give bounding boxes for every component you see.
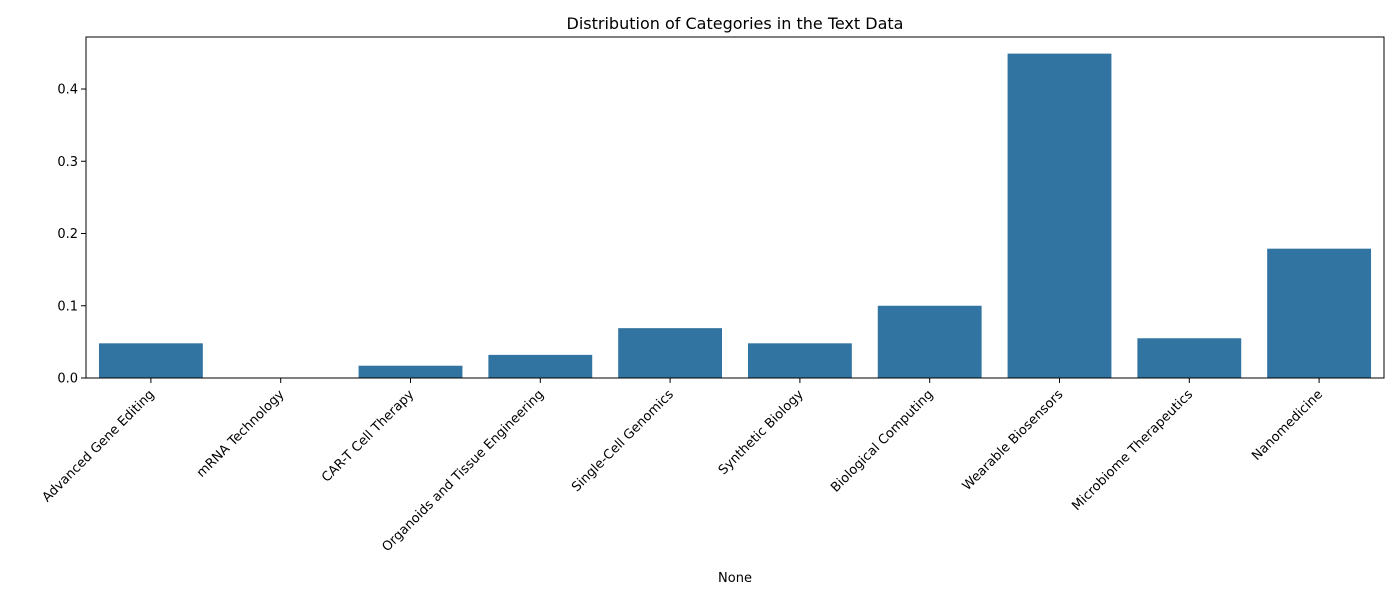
bar-microbiome-therapeutics — [1137, 338, 1242, 378]
y-tick-label: 0.2 — [57, 227, 78, 242]
chart-title: Distribution of Categories in the Text D… — [567, 14, 904, 33]
y-tick-label: 0.0 — [57, 372, 78, 387]
plot-area-frame — [85, 36, 1385, 379]
y-tick-label: 0.3 — [57, 155, 78, 170]
y-axis-ticks: 0.0 0.1 0.2 0.3 0.4 — [57, 83, 86, 387]
bar-wearable-biosensors — [1007, 53, 1112, 379]
x-axis-label: None — [718, 571, 752, 586]
y-tick-label: 0.1 — [57, 299, 78, 314]
bars-group — [98, 53, 1372, 379]
bar-biological-computing — [877, 305, 982, 378]
bar-synthetic-biology — [747, 343, 852, 378]
y-tick-label: 0.4 — [57, 83, 78, 98]
bar-nanomedicine — [1267, 248, 1372, 378]
bar-single-cell-genomics — [618, 328, 723, 378]
bar-car-t-cell-therapy — [358, 365, 463, 378]
bar-organoids-and-tissue-engineering — [488, 354, 593, 378]
bar-advanced-gene-editing — [98, 343, 203, 378]
